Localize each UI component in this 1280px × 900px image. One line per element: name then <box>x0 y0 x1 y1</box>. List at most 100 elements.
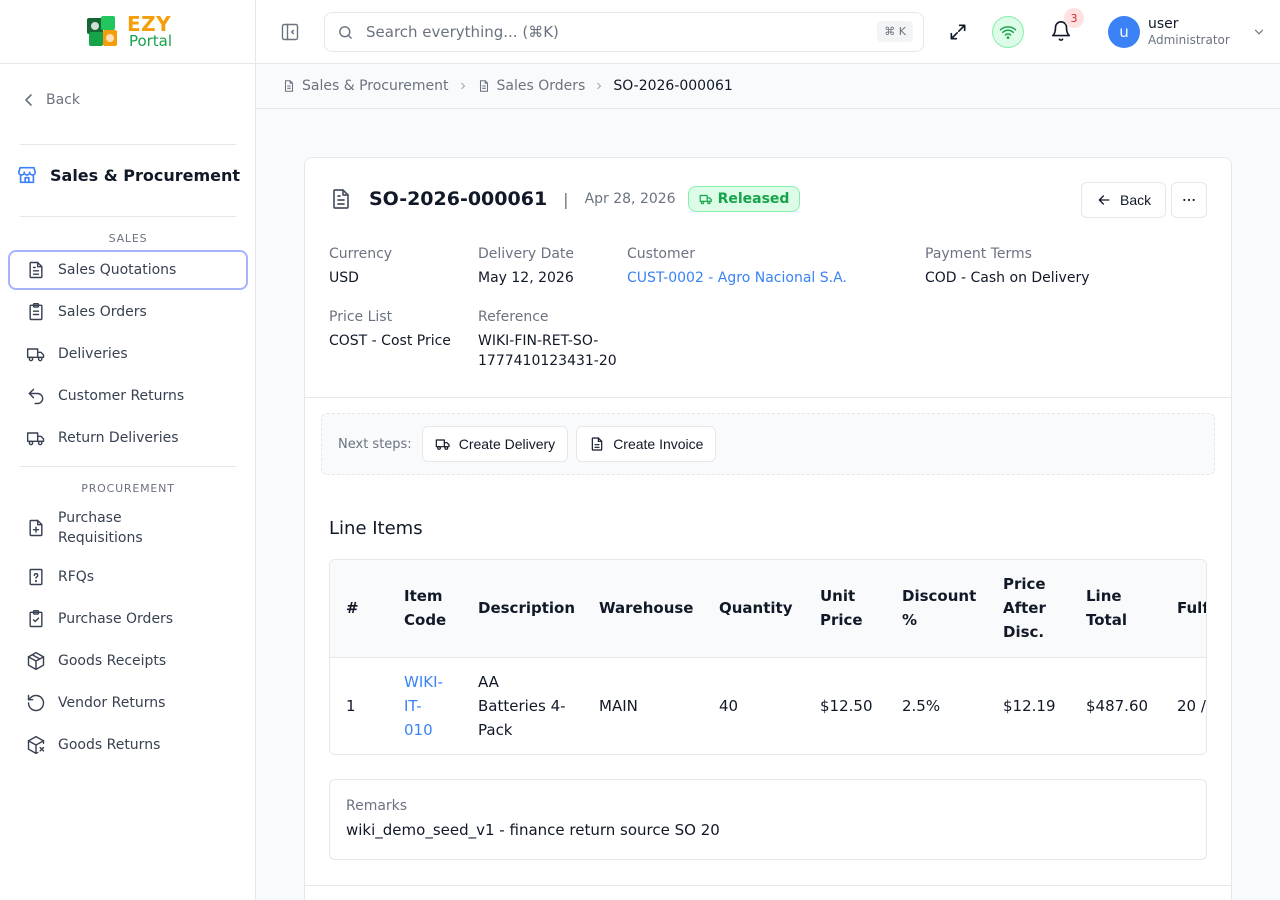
sidebar-item-label: Return Deliveries <box>58 430 179 446</box>
document-header: SO-2026-000061 | Apr 28, 2026 Released <box>329 186 801 212</box>
undo-icon <box>26 386 46 406</box>
clipboard-check-icon <box>26 609 46 629</box>
sidebar-toggle-icon[interactable] <box>280 22 300 42</box>
connection-status-button[interactable] <box>992 16 1024 48</box>
header-line: Total <box>1086 611 1127 630</box>
sidebar-item-return-deliveries[interactable]: Return Deliveries <box>8 418 248 458</box>
item-code-link[interactable]: WIKI- IT- 010 <box>388 657 462 754</box>
chevron-left-icon <box>25 94 32 106</box>
cell-line: IT- <box>404 696 422 715</box>
field-label: Delivery Date <box>478 246 575 262</box>
column-header-unit-price: Unit Price <box>804 560 886 658</box>
truck-icon <box>699 194 712 205</box>
sidebar-item-label: Customer Returns <box>58 388 185 404</box>
field-customer: Customer CUST-0002 - Agro Nacional S.A. <box>627 244 847 288</box>
fullscreen-icon[interactable] <box>948 22 968 42</box>
field-label: Currency <box>329 246 393 262</box>
sidebar-item-goods-returns[interactable]: Goods Returns <box>8 725 248 765</box>
cell-num: 1 <box>346 696 356 715</box>
sidebar-item-label: Sales Quotations <box>58 262 177 278</box>
divider <box>20 216 236 217</box>
logo-text-portal: Portal <box>128 32 173 50</box>
reference-line: 1777410123431-20 <box>478 353 617 369</box>
clipboard-list-icon <box>26 302 46 322</box>
create-delivery-label: Create Delivery <box>458 436 556 452</box>
breadcrumb-item-current: SO-2026-000061 <box>613 78 733 94</box>
document-icon <box>333 189 349 209</box>
sidebar-item-sales-orders[interactable]: Sales Orders <box>8 292 248 332</box>
document-date: Apr 28, 2026 <box>584 191 676 207</box>
sidebar-item-purchase-orders[interactable]: Purchase Orders <box>8 599 248 639</box>
cell-line: Batteries 4- <box>478 696 566 715</box>
back-button-label: Back <box>1120 192 1152 208</box>
back-button[interactable]: Back <box>1081 182 1167 218</box>
cell-fulfilled: 20 / 40 <box>1177 696 1206 715</box>
file-plus-icon <box>26 518 46 538</box>
notification-badge: 3 <box>1064 8 1084 28</box>
breadcrumb-item-list[interactable]: Sales Orders <box>477 78 585 94</box>
cell-unit-price: $12.50 <box>820 696 873 715</box>
truck-return-icon <box>26 428 46 448</box>
module-title-label: Sales & Procurement <box>50 165 241 185</box>
document-card: SO-2026-000061 | Apr 28, 2026 Released B… <box>304 157 1232 900</box>
wifi-icon <box>999 26 1017 39</box>
more-horizontal-icon <box>1183 198 1195 202</box>
remarks-label: Remarks <box>346 798 408 814</box>
header-line: Disc. <box>1003 623 1045 642</box>
field-label: Payment Terms <box>925 246 1032 262</box>
column-header-price-after-disc: Price After Disc. <box>987 560 1070 658</box>
package-x-icon <box>26 735 46 755</box>
truck-icon <box>435 439 450 450</box>
column-header-quantity: Quantity <box>703 560 804 658</box>
customer-link[interactable]: CUST-0002 - Agro Nacional S.A. <box>627 270 847 286</box>
sidebar-item-label: Deliveries <box>58 346 128 362</box>
search-input[interactable] <box>366 23 846 41</box>
cell-line: Pack <box>478 720 513 739</box>
field-value: USD <box>329 270 359 286</box>
more-actions-button[interactable] <box>1171 182 1207 218</box>
column-header-description: Description <box>462 560 583 658</box>
sidebar-item-purchase-requisitions[interactable]: Purchase Requisitions <box>8 504 248 552</box>
remarks-value: wiki_demo_seed_v1 - finance return sourc… <box>346 821 720 839</box>
sidebar-item-deliveries[interactable]: Deliveries <box>8 334 248 374</box>
cell-warehouse: MAIN <box>599 696 638 715</box>
sidebar-item-vendor-returns[interactable]: Vendor Returns <box>8 683 248 723</box>
header-line: Discount <box>902 587 977 606</box>
section-label-procurement: PROCUREMENT <box>81 482 175 495</box>
field-label: Price List <box>329 309 393 325</box>
search-box[interactable]: ⌘ K <box>324 12 924 52</box>
sidebar-back-link[interactable]: Back <box>24 92 80 108</box>
header-line: After <box>1003 599 1046 618</box>
create-delivery-button[interactable]: Create Delivery <box>421 426 569 462</box>
cell-description: AA Batteries 4- Pack <box>462 657 583 754</box>
cell-quantity: 40 <box>719 696 739 715</box>
sidebar-item-rfqs[interactable]: RFQs <box>8 557 248 597</box>
field-price-list: Price List COST - Cost Price <box>329 307 451 351</box>
sidebar-item-customer-returns[interactable]: Customer Returns <box>8 376 248 416</box>
sidebar-item-goods-receipts[interactable]: Goods Receipts <box>8 641 248 681</box>
bell-icon[interactable] <box>1050 20 1072 42</box>
breadcrumb-label: Sales & Procurement <box>302 78 449 94</box>
truck-icon <box>26 344 46 364</box>
sidebar-item-label: Purchase Requisitions <box>58 510 143 546</box>
file-question-icon <box>26 567 46 587</box>
column-header-num: # <box>330 560 388 658</box>
breadcrumb-item-module[interactable]: Sales & Procurement <box>282 78 449 94</box>
header-separator: | <box>563 189 569 209</box>
field-reference: Reference WIKI-FIN-RET-SO- 1777410123431… <box>478 307 617 371</box>
logo[interactable]: EZY Portal <box>0 0 255 64</box>
table-header-row: # Item Code Description Warehouse Quantit… <box>330 560 1206 658</box>
header-line: % <box>902 611 918 630</box>
create-invoice-button[interactable]: Create Invoice <box>576 426 717 462</box>
cell-line: WIKI- <box>404 672 443 691</box>
user-menu[interactable]: u user Administrator <box>1108 16 1266 48</box>
sidebar-item-label: Goods Returns <box>58 737 161 753</box>
field-label: Reference <box>478 309 549 325</box>
column-header-item-code: Item Code <box>388 560 462 658</box>
sidebar-item-sales-quotations[interactable]: Sales Quotations <box>8 250 248 290</box>
header-line: Code <box>404 611 447 630</box>
header-line: Line <box>1086 587 1122 606</box>
status-label: Released <box>717 191 790 207</box>
chevron-down-icon <box>1254 29 1263 35</box>
arrow-left-icon <box>1098 195 1110 205</box>
